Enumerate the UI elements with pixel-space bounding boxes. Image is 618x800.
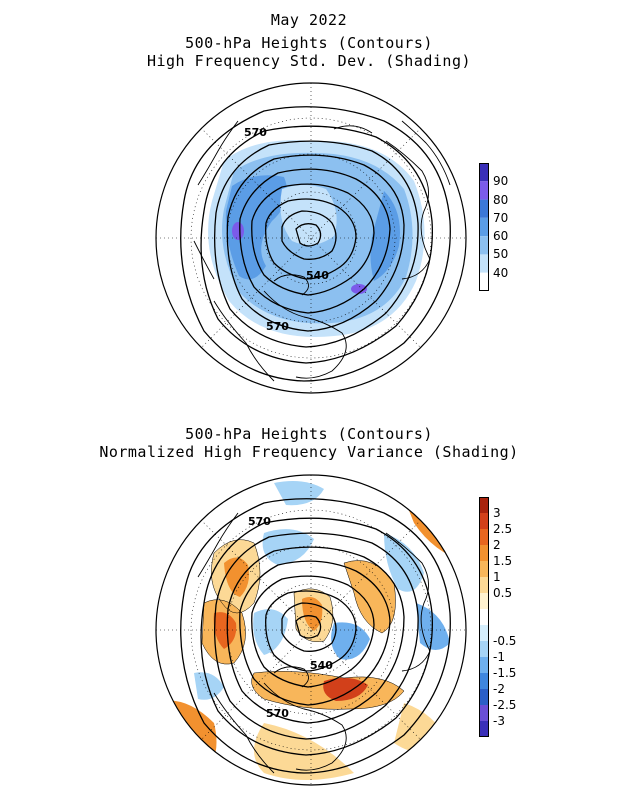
variance-negative-region-1 [262,529,314,565]
panel1-title-1: May 2022 [270,11,348,29]
variance-colorbar-swatch [479,529,489,545]
std-dev-colorbar-swatch [479,254,489,273]
variance-colorbar-swatch [479,545,489,561]
std-dev-colorbar-tick-label: 80 [493,192,509,207]
std-dev-colorbar-tick-label: 60 [493,229,509,244]
std-dev-colorbar-swatch [479,236,489,255]
std-dev-colorbar-tick-label: 40 [493,265,509,280]
variance-colorbar-swatch [479,641,489,657]
variance-colorbar-tick-label: -2.5 [493,698,517,712]
variance-colorbar-swatch [479,561,489,577]
std-dev-colorbar-tick-label: 90 [493,174,509,189]
std-dev-colorbar-swatch [479,217,489,237]
std-dev-polar-map: 570 540 570 [155,82,467,394]
std-dev-colorbar-tick-label: 50 [493,247,509,262]
std-dev-max-atlantic [232,222,244,240]
variance-colorbar-tick-label: -1.5 [493,666,517,680]
contour-label-540: 540 [310,659,333,672]
variance-colorbar-tick-label: 1.5 [493,554,513,568]
variance-colorbar-tick-label: -3 [493,714,505,728]
variance-positive-region-4 [213,612,237,649]
variance-positive-region-11 [156,720,199,785]
std-dev-shading-center [280,185,337,245]
variance-negative-region-4 [384,533,424,592]
variance-colorbar-swatch [479,705,489,721]
std-dev-shading-70 [225,175,288,280]
variance-colorbar-tick-label: 2.5 [493,522,513,536]
contour-label-540: 540 [306,269,329,282]
variance-colorbar-swatch [479,593,489,609]
variance-colorbar-tick-label: -1 [493,650,505,664]
std-dev-colorbar-swatch [479,272,489,291]
variance-positive-region-14 [254,723,354,780]
variance-colorbar-swatch [479,657,489,673]
normalized-variance-polar-map: 570 540 570 [155,474,467,786]
std-dev-colorbar [479,163,489,291]
variance-colorbar-tick-label: 2 [493,538,501,552]
contour-label-570-top: 570 [244,126,267,139]
variance-positive-region-6 [323,677,368,701]
std-dev-colorbar-tick-label: 70 [493,210,509,225]
std-dev-colorbar-swatch [479,181,489,200]
std-dev-colorbar-swatch [479,163,489,182]
variance-colorbar-swatch [479,609,489,625]
variance-colorbar-tick-label: 3 [493,506,501,520]
variance-colorbar-swatch [479,625,489,641]
variance-negative-region-3 [331,622,370,660]
variance-positive-region-9 [344,560,396,633]
variance-colorbar-swatch [479,673,489,689]
panel2-title-1: 500-hPa Heights (Contours) [185,425,433,443]
variance-colorbar [479,497,489,737]
variance-colorbar-swatch [479,689,489,705]
variance-negative-region-2 [253,609,288,655]
panel1-title-3: High Frequency Std. Dev. (Shading) [146,52,472,70]
variance-colorbar-swatch [479,497,489,513]
std-dev-colorbar-swatch [479,199,489,218]
variance-colorbar-tick-label: -2 [493,682,505,696]
variance-negative-region-6 [194,672,224,700]
variance-colorbar-tick-label: 0.5 [493,586,513,600]
variance-colorbar-swatch [479,513,489,529]
variance-colorbar-swatch [479,577,489,593]
variance-colorbar-swatch [479,721,489,737]
panel1-title-2: 500-hPa Heights (Contours) [185,34,433,52]
variance-positive-region-2 [224,557,249,597]
contour-label-570-bottom: 570 [266,707,289,720]
variance-colorbar-tick-label: -0.5 [493,634,517,648]
std-dev-max-pacific [351,284,367,294]
panel2-title-2: Normalized High Frequency Variance (Shad… [99,443,519,461]
contour-label-570-bottom: 570 [266,320,289,333]
contour-label-570-top: 570 [248,515,271,528]
variance-colorbar-tick-label: 1 [493,570,501,584]
